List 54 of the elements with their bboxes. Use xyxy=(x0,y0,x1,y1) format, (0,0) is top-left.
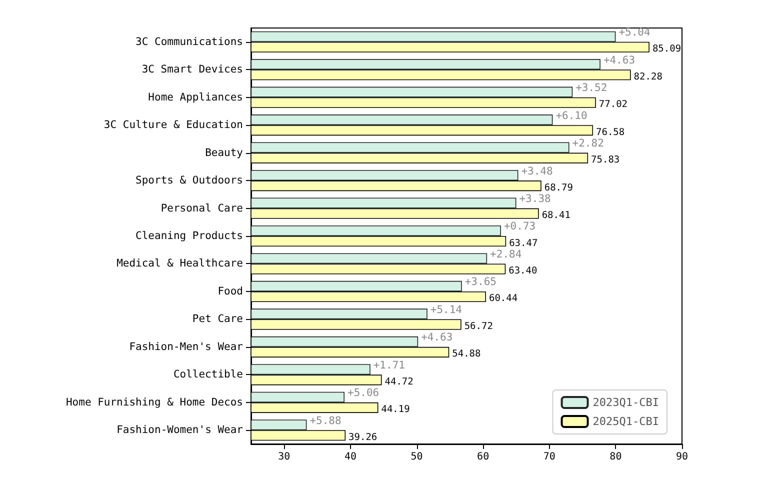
y-tick-label: Pet Care xyxy=(192,313,243,326)
x-tick-label: 90 xyxy=(676,452,688,462)
annotation: +3.65 xyxy=(464,276,496,288)
y-tick-label: Cleaning Products xyxy=(136,230,243,242)
annotation: +3.38 xyxy=(519,192,551,205)
y-tick-label: Beauty xyxy=(205,146,243,159)
annotation: +3.52 xyxy=(576,82,608,94)
y-tick-label: Home Furnishing & Home Decos xyxy=(66,396,243,408)
annotation: +5.88 xyxy=(310,414,342,427)
annotation: +6.10 xyxy=(556,110,588,122)
data-label: 85.09 xyxy=(652,44,682,55)
legend-label: 2023Q1-CBI xyxy=(592,396,660,409)
annotation: +2.82 xyxy=(572,138,604,150)
y-tick-label: Sports & Outdoors xyxy=(136,174,243,187)
x-tick-label: 30 xyxy=(278,452,290,462)
data-label: 60.44 xyxy=(488,293,518,304)
x-tick-label: 80 xyxy=(610,452,622,462)
data-label: 56.72 xyxy=(464,320,493,332)
annotation: +4.63 xyxy=(603,54,636,66)
x-tick-label: 70 xyxy=(543,452,556,462)
data-label: 76.58 xyxy=(596,126,625,138)
data-label: 44.19 xyxy=(381,404,410,416)
annotation: +2.84 xyxy=(490,248,522,260)
annotation: +3.48 xyxy=(521,165,553,178)
data-label: 77.02 xyxy=(598,99,628,110)
y-tick-label: 3C Communications xyxy=(136,36,243,48)
data-label: 44.72 xyxy=(384,376,414,388)
data-label: 54.88 xyxy=(452,348,482,360)
annotation: +4.63 xyxy=(421,332,453,344)
data-label: 68.41 xyxy=(542,210,571,222)
y-tick-label: 3C Smart Devices xyxy=(142,64,243,76)
x-tick-label: 50 xyxy=(410,452,423,462)
legend-label: 2025Q1-CBI xyxy=(592,415,660,428)
y-tick-label: Collectible xyxy=(173,368,243,381)
y-tick-label: 3C Culture & Education xyxy=(104,119,243,132)
y-tick-label: Food xyxy=(218,285,243,298)
data-label: 63.40 xyxy=(508,266,538,277)
x-tick-label: 60 xyxy=(477,452,490,462)
y-tick-label: Personal Care xyxy=(160,202,243,214)
y-tick-label: Medical & Healthcare xyxy=(116,258,243,270)
data-label: 63.47 xyxy=(509,238,538,249)
data-label: 75.83 xyxy=(591,154,620,166)
annotation: +5.14 xyxy=(430,304,462,316)
data-label: 68.79 xyxy=(544,182,574,194)
annotation: +5.04 xyxy=(618,26,650,39)
annotation: +1.71 xyxy=(373,359,405,372)
data-label: 82.28 xyxy=(634,71,663,82)
y-tick-label: Fashion-Men's Wear xyxy=(129,340,243,353)
annotation: +0.73 xyxy=(504,220,536,233)
y-tick-label: Home Appliances xyxy=(148,91,243,104)
data-label: 39.26 xyxy=(348,432,378,443)
y-tick-label: Fashion-Women's Wear xyxy=(116,424,243,436)
annotation: +5.06 xyxy=(347,387,380,400)
x-tick-label: 40 xyxy=(344,452,356,462)
